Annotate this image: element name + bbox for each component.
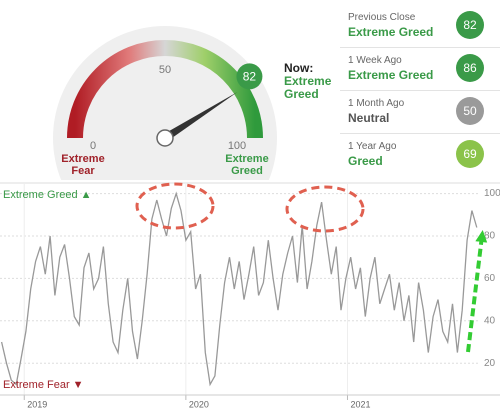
comparison-row: 1 Year Ago Greed 69 xyxy=(340,133,500,176)
x-tick-label: 2021 xyxy=(350,399,370,409)
comparison-value: 86 xyxy=(456,54,484,82)
gauge-tick-label: 50 xyxy=(159,64,171,76)
bottom-label: Extreme Fear ▼ xyxy=(3,379,84,391)
value-bubble xyxy=(236,63,263,90)
gauge-hub xyxy=(156,129,174,147)
comparison-rating: Extreme Greed xyxy=(348,25,434,39)
comparison-row: 1 Month Ago Neutral 50 xyxy=(340,90,500,134)
now-label: Now: xyxy=(284,61,314,75)
gauge-tick-label: 100 xyxy=(228,140,246,152)
comparison-label: 1 Week Ago xyxy=(348,55,402,66)
y-tick-label: 40 xyxy=(484,315,496,326)
comparison-rating: Greed xyxy=(348,154,383,168)
comparison-label: 1 Year Ago xyxy=(348,141,397,152)
highlight-ellipse xyxy=(135,182,215,230)
comparison-row: 1 Week Ago Extreme Greed 86 xyxy=(340,47,500,91)
comparison-rating: Extreme Greed xyxy=(348,68,434,82)
y-tick-label: 60 xyxy=(484,273,496,284)
y-tick-label: 20 xyxy=(484,358,496,369)
comparison-label: Previous Close xyxy=(348,12,416,23)
gauge-tick-label: 0 xyxy=(90,140,96,152)
gauge-needle xyxy=(162,91,238,142)
x-tick-label: 2020 xyxy=(189,399,209,409)
comparison-value: 82 xyxy=(456,11,484,39)
index-line xyxy=(0,191,478,387)
gauge-high-label: Extreme Greed xyxy=(225,153,269,177)
x-tick-label: 2019 xyxy=(27,399,47,409)
trend-arrow xyxy=(466,230,488,353)
gauge-low-label: Extreme Fear xyxy=(61,153,105,177)
comparison-row: Previous Close Extreme Greed 82 xyxy=(340,4,500,48)
y-tick-label: 100 xyxy=(484,188,500,199)
now-rating: Extreme Greed xyxy=(284,74,332,101)
highlight-ellipse xyxy=(285,185,365,233)
top-label: Extreme Greed ▲ xyxy=(3,189,92,201)
comparison-rating: Neutral xyxy=(348,111,390,125)
comparison-value: 50 xyxy=(456,97,484,125)
y-tick-label: 80 xyxy=(484,231,496,242)
comparison-value: 69 xyxy=(456,140,484,168)
gauge-arc xyxy=(67,40,263,139)
comparison-label: 1 Month Ago xyxy=(348,98,405,109)
value-bubble-text: 82 xyxy=(243,70,257,84)
